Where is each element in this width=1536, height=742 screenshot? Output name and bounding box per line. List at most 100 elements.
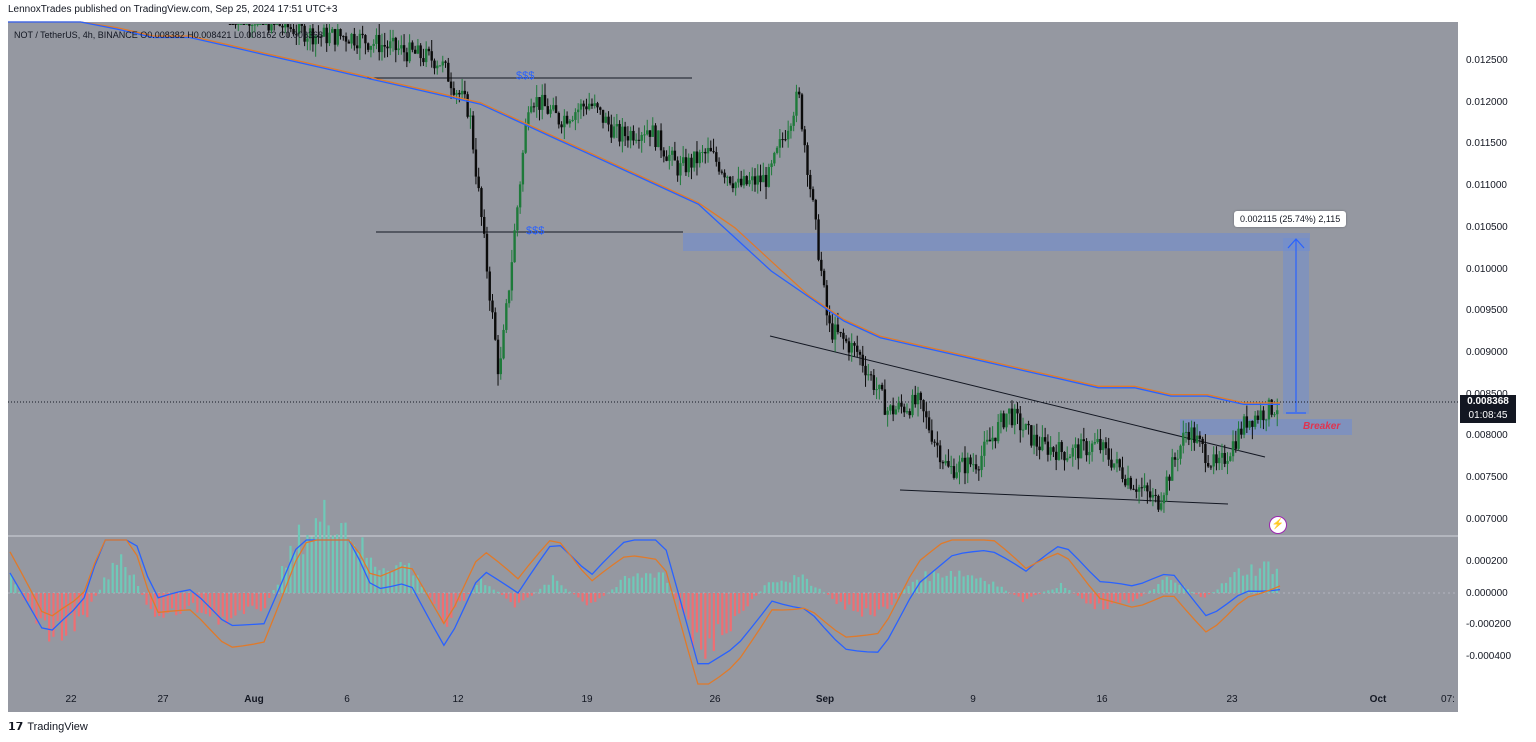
candle-body [626,136,630,141]
candle-body [518,184,522,208]
macd-histogram-bar [505,593,508,599]
candle-body [1209,466,1213,468]
candle-body [574,112,577,120]
candle-body [483,216,486,234]
candle-body [253,24,257,26]
candle-body [941,462,945,464]
candle-body [640,134,643,141]
candle-body [549,109,552,114]
candle-body [1101,442,1105,451]
macd-histogram-bar [797,577,800,593]
time-tick-label: 26 [709,694,721,705]
candle-body [319,36,323,38]
candle-body [836,324,840,333]
candle-body [811,189,815,200]
moving-average-line [8,21,1280,404]
macd-histogram-bar [839,593,842,602]
symbol-name[interactable]: NOT / TetherUS, 4h, BINANCE [14,30,138,40]
candle-body [903,406,906,413]
candle-body [499,358,502,375]
candle-body [1104,442,1108,449]
candle-body [916,392,920,405]
candle-body [331,29,334,33]
ohlc-close: C0.008368 [278,30,323,40]
macd-histogram-bar [666,582,669,593]
macd-histogram-bar [238,593,241,611]
price-axis[interactable] [1458,22,1536,712]
macd-histogram-bar [352,544,356,593]
candle-body [654,125,657,148]
candle-body [422,58,425,63]
candle-body [1206,463,1210,467]
candle-body [980,455,983,471]
time-axis[interactable] [8,686,1458,712]
wedge-lower-line [899,489,1229,505]
candle-body [576,109,580,113]
candle-body [817,219,820,260]
candle-body [1262,410,1265,421]
macd-histogram-bar [344,522,347,593]
macd-histogram-bar [805,578,809,593]
candle-body [828,315,831,324]
candle-body [1113,463,1116,468]
macd-histogram-bar [484,585,487,593]
candle-body [599,107,602,110]
candle-body [477,176,480,189]
candle-body [1038,446,1041,451]
macd-histogram-bar [488,586,491,593]
macd-histogram-bar [746,593,749,607]
price-tick-label: 0.007000 [1466,513,1508,525]
lightning-icon[interactable]: ⚡ [1269,516,1287,534]
macd-histogram-bar [145,593,148,605]
tradingview-logo-icon: 𝟭𝟳 [8,721,24,733]
candle-body [985,439,989,442]
candle-body [814,199,817,220]
candle-body [1146,485,1149,492]
macd-histogram-bar [450,593,453,618]
macd-histogram-bar [242,593,246,614]
candle-body [1077,444,1080,459]
macd-histogram-bar [458,593,461,602]
macd-histogram-bar [437,593,440,610]
macd-histogram-bar [247,593,250,607]
macd-histogram-bar [132,574,135,593]
macd-histogram-bar [534,592,538,593]
candle-body [607,116,610,125]
macd-histogram-bar [920,582,923,593]
macd-histogram-bar [589,593,593,603]
macd-histogram-bar [475,585,478,593]
candle-body [693,151,696,168]
candle-body [646,130,649,135]
macd-histogram-bar [98,589,102,593]
candle-body [880,384,884,390]
macd-histogram-bar [619,579,622,593]
candle-body [245,24,248,25]
candle-body [977,469,981,471]
macd-histogram-bar [170,593,174,609]
candle-body [1231,441,1235,457]
candle-body [541,94,544,110]
candle-body [800,94,804,130]
candle-body [726,176,729,178]
candle-body [1168,476,1171,481]
candle-body [521,152,525,185]
candle-body [358,33,362,49]
candle-body [1121,467,1124,479]
macd-histogram-bar [814,587,817,593]
macd-histogram-bar [1208,593,1211,595]
macd-histogram-bar [1191,591,1194,593]
candle-body [1215,454,1218,464]
candle-body [878,384,881,390]
macd-histogram-bar [611,589,614,593]
candle-body [1237,428,1240,449]
macd-histogram-bar [1195,593,1198,595]
candle-body [270,24,273,31]
macd-histogram-bar [831,593,834,599]
macd-histogram-bar [39,593,42,619]
chart-pane[interactable] [8,22,1458,712]
candle-body [911,394,914,416]
candle-body [891,405,895,415]
macd-histogram-bar [310,536,313,593]
candle-body [1176,458,1179,460]
